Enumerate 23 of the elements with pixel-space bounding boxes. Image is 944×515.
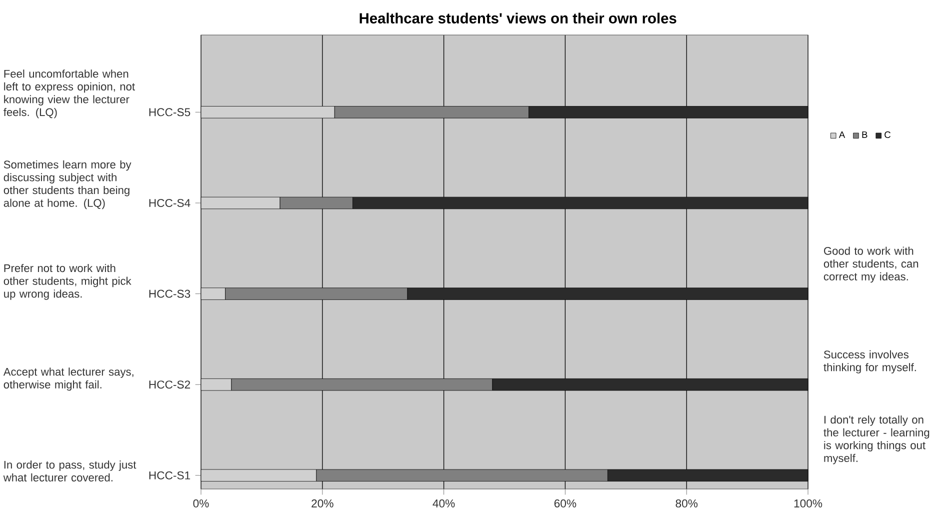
y-tick-label: HCC-S1: [149, 471, 190, 480]
y-tick-label: HCC-S4: [149, 198, 190, 207]
text: Success involves thinking for myself.: [824, 350, 916, 374]
text: In order to pass, study just what lecturer covered.: [3, 460, 136, 482]
x-tick-label: 80%: [676, 499, 698, 508]
x-tick-label: 0%: [193, 499, 209, 508]
y-tick-label: HCC-S5: [149, 108, 190, 116]
text: I don't rely totally on the lecturer - learning is working things out myself.: [824, 416, 930, 464]
legend-label: C: [884, 131, 891, 138]
text: Feel uncomfortable when left to express opinion, not knowing view the lecturer feels. (LQ): [4, 70, 135, 118]
text: Prefer not to work with other students, might pick up wrong ideas.: [4, 264, 132, 300]
chart-title: Healthcare students' views on their own roles: [360, 12, 676, 24]
text: Sometimes learn more by discussing subject with other students than being alone at home. (LQ): [4, 160, 132, 210]
legend-label: A: [838, 131, 846, 138]
x-tick-label: 100%: [794, 499, 822, 508]
y-tick-label: HCC-S2: [149, 380, 190, 389]
x-tick-label: 60%: [554, 499, 576, 508]
text: Accept what lecturer says, otherwise might fail.: [3, 368, 134, 391]
y-tick-label: HCC-S3: [149, 290, 190, 298]
x-tick-label: 20%: [312, 499, 334, 508]
legend-label: B: [862, 131, 868, 138]
text: Good to work with other students, can correct my ideas.: [824, 246, 918, 283]
x-tick-label: 40%: [432, 499, 455, 508]
